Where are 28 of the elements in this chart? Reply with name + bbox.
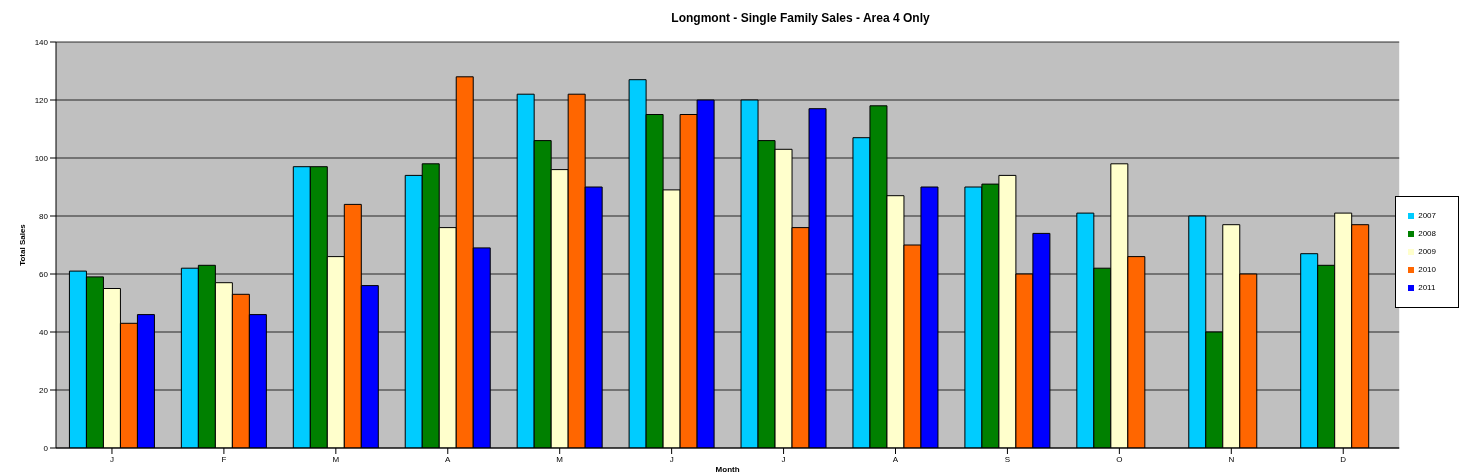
y-tick-label: 120 — [34, 95, 49, 105]
legend-label: 2009 — [1418, 247, 1436, 256]
x-tick-label: N — [1228, 454, 1235, 464]
x-tick-label: O — [1116, 454, 1123, 464]
x-tick-label: A — [445, 454, 452, 464]
y-tick-label: 140 — [34, 37, 49, 47]
legend-label: 2011 — [1418, 283, 1436, 292]
legend-label: 2008 — [1418, 229, 1436, 238]
x-tick-label: M — [556, 454, 564, 464]
x-axis-title: Month — [715, 465, 740, 474]
x-tick-label: F — [221, 454, 227, 464]
x-tick-label: J — [669, 454, 674, 464]
y-tick-label: 60 — [39, 269, 49, 279]
chart-title: Longmont - Single Family Sales - Area 4 Only — [670, 10, 931, 27]
y-axis-title: Total Sales — [17, 223, 27, 266]
x-tick-label: J — [109, 454, 114, 464]
y-tick-label: 20 — [39, 385, 49, 395]
x-tick-label: A — [892, 454, 899, 464]
x-tick-label: S — [1004, 454, 1011, 464]
legend-label: 2010 — [1418, 265, 1436, 274]
y-tick-label: 100 — [34, 153, 49, 163]
x-tick-label: M — [332, 454, 340, 464]
legend-label: 2007 — [1418, 211, 1436, 220]
x-tick-label: D — [1340, 454, 1347, 464]
y-tick-label: 80 — [39, 211, 49, 221]
x-tick-label: J — [781, 454, 786, 464]
y-tick-label: 40 — [39, 327, 49, 337]
y-tick-label: 0 — [43, 443, 49, 453]
